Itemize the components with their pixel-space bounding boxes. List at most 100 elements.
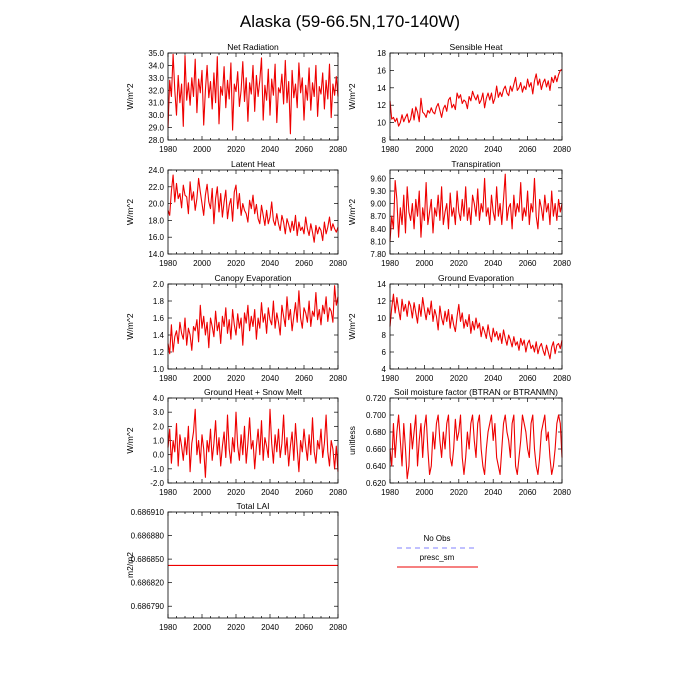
panel-total-lai: Total LAI m2/m2 1980 2000 2020 2040 2060 2080 0.… xyxy=(125,501,347,632)
series-line-presc-sm xyxy=(167,285,339,355)
y-tick-label: 16.0 xyxy=(148,233,164,242)
y-axis-label: m2/m2 xyxy=(125,552,135,578)
x-tick-label: 2000 xyxy=(193,374,211,383)
x-tick-label: 2000 xyxy=(416,488,434,497)
legend-label-no-obs: No Obs xyxy=(423,534,450,543)
y-tick-label: 12 xyxy=(377,101,386,110)
x-tick-label: 2020 xyxy=(227,488,245,497)
x-tick-label: 1980 xyxy=(381,488,399,497)
figure-title: Alaska (59-66.5N,170-140W) xyxy=(240,12,460,31)
plot-frame xyxy=(167,397,339,484)
y-tick-label: 0.686880 xyxy=(131,532,165,541)
x-tick-label: 2060 xyxy=(519,374,537,383)
y-tick-label: 1.0 xyxy=(153,365,165,374)
series-line-presc-sm xyxy=(167,408,339,478)
y-tick-label: 18.0 xyxy=(148,216,164,225)
y-tick-label: 10 xyxy=(377,119,386,128)
x-tick-label: 2080 xyxy=(329,488,347,497)
x-tick-label: 2040 xyxy=(484,488,502,497)
y-tick-label: 0.640 xyxy=(366,462,387,471)
panel-sensible-heat: Sensible Heat W/m^2 1980 2000 2020 2040 2060 20… xyxy=(347,42,571,154)
y-axis-label: W/m^2 xyxy=(125,427,135,453)
y-tick-label: 9.30 xyxy=(370,187,386,196)
plot-frame xyxy=(389,52,563,141)
y-tick-label: 0.680 xyxy=(366,428,387,437)
y-tick-label: 8 xyxy=(382,331,387,340)
x-tick-label: 2020 xyxy=(227,145,245,154)
y-tick-label: 7.80 xyxy=(370,250,386,259)
y-tick-label: 16 xyxy=(377,66,386,75)
y-tick-label: 10 xyxy=(377,314,386,323)
panel-title: Ground Evaporation xyxy=(438,273,514,283)
y-tick-label: 4.0 xyxy=(153,394,165,403)
x-tick-label: 2000 xyxy=(416,374,434,383)
y-tick-label: 0.720 xyxy=(366,394,387,403)
y-tick-label: 29.0 xyxy=(148,124,164,133)
plot-frame xyxy=(167,169,339,255)
plot-frame xyxy=(167,283,339,370)
y-tick-label: 8.10 xyxy=(370,237,386,246)
x-tick-label: 2020 xyxy=(227,623,245,632)
x-tick-label: 2080 xyxy=(329,259,347,268)
y-axis-label: W/m^2 xyxy=(347,83,357,109)
y-axis-label: unitless xyxy=(347,426,357,455)
x-tick-label: 2060 xyxy=(295,623,313,632)
x-tick-label: 2040 xyxy=(484,374,502,383)
y-tick-label: 1.2 xyxy=(153,348,165,357)
y-tick-label: 8 xyxy=(382,136,387,145)
y-axis-label: W/m^2 xyxy=(347,199,357,225)
x-tick-label: 1980 xyxy=(381,145,399,154)
panel-title: Ground Heat + Snow Melt xyxy=(204,387,303,397)
x-tick-label: 1980 xyxy=(381,259,399,268)
legend-label-presc-sm: presc_sm xyxy=(420,553,455,562)
x-tick-label: 2020 xyxy=(227,374,245,383)
x-tick-label: 2080 xyxy=(329,374,347,383)
y-tick-label: 1.8 xyxy=(153,297,165,306)
y-axis-label: W/m^2 xyxy=(125,83,135,109)
panel-title: Net Radiation xyxy=(227,42,279,52)
x-tick-label: 2060 xyxy=(519,145,537,154)
x-tick-label: 1980 xyxy=(159,623,177,632)
panel-latent-heat: Latent Heat W/m^2 1980 2000 2020 2040 2060 2080… xyxy=(125,159,347,268)
y-tick-label: 14 xyxy=(377,84,386,93)
panel-ground-heat-snow-melt: Ground Heat + Snow Melt W/m^2 1980 2000 2020… xyxy=(125,387,347,497)
x-tick-label: 2060 xyxy=(295,488,313,497)
series-line-presc-sm xyxy=(389,69,563,127)
x-tick-label: 2080 xyxy=(553,145,571,154)
x-tick-label: 2060 xyxy=(295,259,313,268)
y-tick-label: 14.0 xyxy=(148,250,164,259)
x-tick-label: 2000 xyxy=(193,145,211,154)
x-tick-label: 2060 xyxy=(519,259,537,268)
y-tick-label: 0.686790 xyxy=(131,602,165,611)
y-tick-label: 9.60 xyxy=(370,174,386,183)
x-tick-label: 2060 xyxy=(295,374,313,383)
y-tick-label: 8.70 xyxy=(370,212,386,221)
legend: No Obs presc_sm xyxy=(397,534,478,568)
panel-title: Canopy Evaporation xyxy=(214,273,291,283)
y-tick-label: 8.40 xyxy=(370,225,386,234)
y-tick-label: 0.660 xyxy=(366,445,387,454)
x-tick-label: 2040 xyxy=(261,623,279,632)
x-tick-label: 2080 xyxy=(553,488,571,497)
x-tick-label: 2000 xyxy=(193,259,211,268)
x-tick-label: 2060 xyxy=(295,145,313,154)
series-line-presc-sm xyxy=(389,293,563,360)
y-tick-label: 0.700 xyxy=(366,411,387,420)
x-tick-label: 1980 xyxy=(159,259,177,268)
plot-frame xyxy=(167,511,339,619)
x-tick-label: 2000 xyxy=(193,488,211,497)
panel-title: Latent Heat xyxy=(231,159,276,169)
x-tick-label: 2020 xyxy=(450,259,468,268)
panel-ground-evaporation: Ground Evaporation W/m^2 1980 2000 2020 2040 2… xyxy=(347,273,571,383)
plot-frame xyxy=(389,169,563,255)
panel-title: Soil moisture factor (BTRAN or BTRANMN) xyxy=(394,387,558,397)
y-tick-label: -1.0 xyxy=(150,465,164,474)
x-tick-label: 2040 xyxy=(261,488,279,497)
y-axis-label: W/m^2 xyxy=(125,313,135,339)
y-tick-label: 0.0 xyxy=(153,451,165,460)
y-tick-label: 31.0 xyxy=(148,99,164,108)
y-axis-label: W/m^2 xyxy=(347,313,357,339)
y-tick-label: 2.0 xyxy=(153,422,165,431)
